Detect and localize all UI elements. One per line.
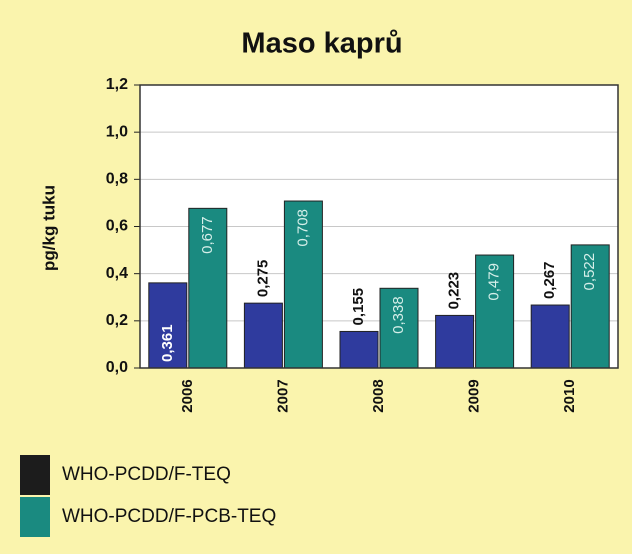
value-label: 0,338 — [390, 296, 407, 334]
value-label: 0,522 — [581, 253, 598, 291]
value-label: 0,155 — [350, 288, 367, 326]
value-label: 0,361 — [159, 324, 176, 362]
y-tick-label: 0,6 — [106, 218, 128, 235]
y-tick-label: 1,0 — [106, 123, 128, 140]
bar — [339, 330, 379, 369]
legend-swatch — [20, 455, 50, 495]
y-tick-label: 0,0 — [106, 359, 128, 376]
x-tick-label: 2009 — [466, 379, 483, 412]
bar — [435, 314, 475, 369]
bar — [243, 302, 283, 369]
bar — [379, 287, 419, 369]
y-tick-label: 0,8 — [106, 171, 128, 188]
y-tick-label: 1,2 — [106, 76, 128, 93]
bar — [475, 254, 515, 369]
value-label: 0,267 — [541, 261, 558, 299]
value-label: 0,677 — [199, 216, 216, 254]
chart-title: Maso kaprů — [241, 28, 402, 60]
bar — [530, 304, 570, 369]
value-label: 0,275 — [254, 260, 271, 298]
x-tick-label: 2008 — [370, 379, 387, 412]
y-tick-label: 0,4 — [106, 265, 128, 282]
bar — [283, 200, 323, 369]
y-tick-label: 0,2 — [106, 312, 128, 329]
x-tick-label: 2007 — [274, 379, 291, 412]
legend-label: WHO-PCDD/F-TEQ — [62, 464, 231, 485]
y-axis-label: pg/kg tuku — [39, 185, 58, 271]
value-label: 0,223 — [446, 272, 463, 310]
legend-label: WHO-PCDD/F-PCB-TEQ — [62, 506, 276, 527]
bar — [148, 282, 188, 369]
x-tick-label: 2006 — [179, 379, 196, 412]
bar — [188, 207, 228, 369]
value-label: 0,708 — [294, 209, 311, 247]
plot-border — [139, 84, 619, 369]
x-tick-label: 2010 — [561, 379, 578, 412]
value-label: 0,479 — [486, 263, 503, 301]
legend-swatch — [20, 497, 50, 537]
